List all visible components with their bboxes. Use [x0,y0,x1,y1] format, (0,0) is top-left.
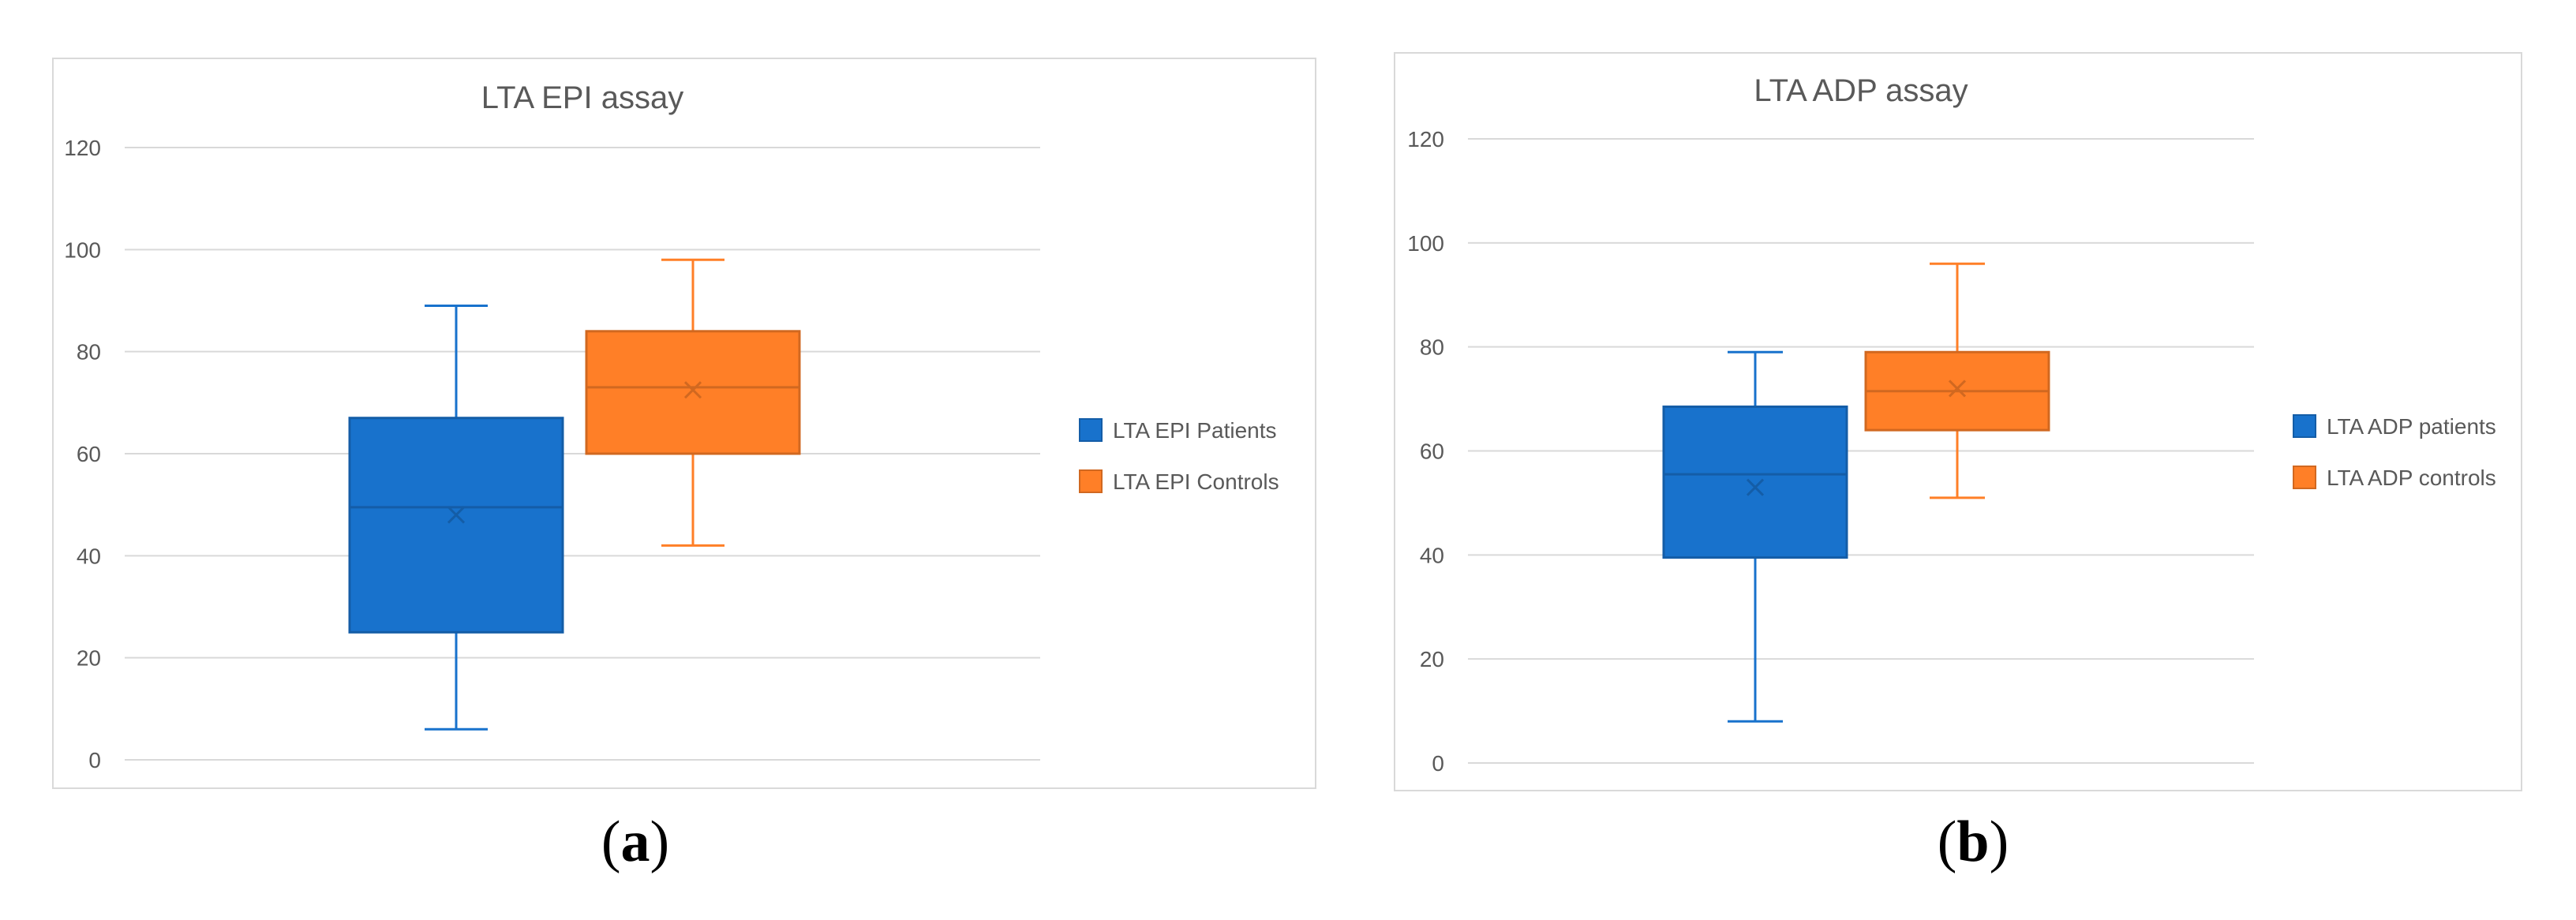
y-tick-label: 100 [1407,231,1444,256]
legend-label: LTA EPI Patients [1113,418,1277,443]
chart-panel-a: LTA EPI assay 0 20 40 60 80 100 120 LTA EPI Pati… [52,58,1316,789]
legend-swatch [1079,418,1103,442]
y-tick-label: 0 [1432,751,1444,776]
panel-label-a-letter: a [620,810,650,874]
iqr-box [1662,405,1848,559]
mean-marker [1746,478,1765,496]
y-tick-label: 120 [64,136,101,160]
legend-label: LTA ADP patients [2327,414,2496,439]
chart-b-svg: LTA ADP assay 0 20 40 60 80 100 120 LTA ADP pati… [1407,73,2496,776]
legend-swatch [2293,466,2316,489]
legend-swatch [2293,414,2316,438]
y-tick-label: 80 [77,340,101,365]
box-series-1 [348,304,564,731]
y-tick-label: 40 [1420,543,1444,567]
box-series-1 [1662,350,1848,723]
legend-swatch [1079,469,1103,493]
chart-a-svg: LTA EPI assay 0 20 40 60 80 100 120 LTA EPI Pati… [64,80,1279,772]
panel-label-a: (a) [601,810,670,874]
box-series-2 [585,258,801,547]
mean-marker [683,381,702,399]
y-tick-label: 20 [1420,647,1444,671]
chart-title: LTA EPI assay [481,80,683,115]
box-series-2 [1864,262,2050,499]
panel-label-b-letter: b [1956,810,1990,874]
chart-title: LTA ADP assay [1754,73,1968,108]
y-tick-label: 120 [1407,127,1444,151]
y-tick-label: 0 [88,748,101,772]
legend-label: LTA EPI Controls [1113,469,1279,494]
chart-panel-b: LTA ADP assay 0 20 40 60 80 100 120 LTA ADP pati… [1394,52,2522,791]
y-tick-label: 60 [1420,439,1444,464]
y-tick-label: 40 [77,544,101,568]
iqr-box [348,417,564,634]
panel-label-b: (b) [1937,810,2009,874]
y-tick-label: 80 [1420,335,1444,360]
legend-label: LTA ADP controls [2327,466,2496,490]
y-tick-label: 100 [64,237,101,262]
mean-marker [1948,380,1967,398]
y-tick-label: 60 [77,442,101,466]
y-tick-label: 20 [77,646,101,671]
mean-marker [447,506,466,524]
iqr-box [585,330,801,455]
